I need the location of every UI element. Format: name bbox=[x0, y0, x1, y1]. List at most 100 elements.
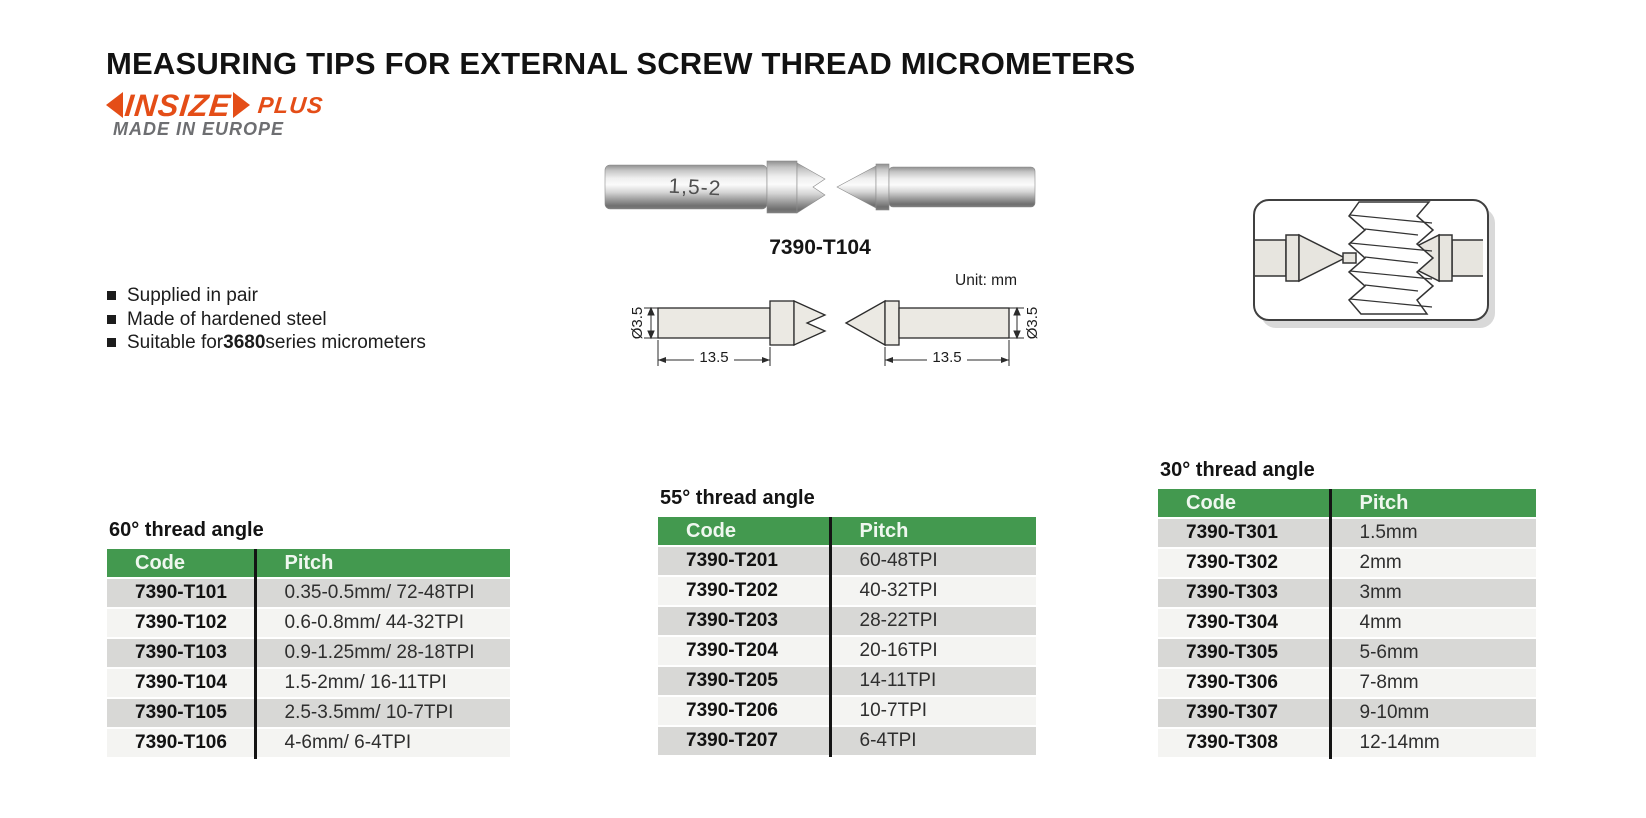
table-60deg: 60° thread angle Code Pitch 7390-T101 0.3… bbox=[107, 519, 510, 759]
code-cell: 7390-T202 bbox=[658, 576, 830, 607]
pitch-cell: 2.5-3.5mm/ 10-7TPI bbox=[253, 698, 510, 729]
table-row: 7390-T205 14-11TPI bbox=[658, 666, 1036, 697]
pitch-cell: 4-6mm/ 6-4TPI bbox=[253, 728, 510, 759]
diameter-dimension-left bbox=[644, 306, 658, 340]
code-cell: 7390-T103 bbox=[107, 638, 255, 669]
code-cell: 7390-T304 bbox=[1158, 608, 1330, 639]
pitch-cell: 12-14mm bbox=[1328, 728, 1536, 759]
table-header-row: Code Pitch bbox=[1158, 489, 1536, 519]
pitch-cell: 14-11TPI bbox=[828, 666, 1036, 697]
code-cell: 7390-T205 bbox=[658, 666, 830, 697]
pitch-cell: 60-48TPI bbox=[828, 546, 1036, 577]
arrow-left-icon bbox=[106, 92, 123, 118]
pitch-cell: 40-32TPI bbox=[828, 576, 1036, 607]
table-row: 7390-T106 4-6mm/ 6-4TPI bbox=[107, 728, 510, 759]
pitch-cell: 5-6mm bbox=[1328, 638, 1536, 669]
product-photo: 1,5-2 bbox=[604, 160, 1036, 214]
model-number: 7390-T104 bbox=[769, 236, 871, 259]
table-row: 7390-T104 1.5-2mm/ 16-11TPI bbox=[107, 668, 510, 699]
pitch-cell: 1.5-2mm/ 16-11TPI bbox=[253, 668, 510, 699]
table-row: 7390-T105 2.5-3.5mm/ 10-7TPI bbox=[107, 698, 510, 729]
code-cell: 7390-T102 bbox=[107, 608, 255, 639]
diameter-label-left: Ø3.5 bbox=[629, 307, 646, 340]
code-cell: 7390-T104 bbox=[107, 668, 255, 699]
table-row: 7390-T304 4mm bbox=[1158, 608, 1536, 639]
column-header-code: Code bbox=[1158, 489, 1330, 519]
pitch-cell: 0.9-1.25mm/ 28-18TPI bbox=[253, 638, 510, 669]
length-label-right: 13.5 bbox=[932, 349, 961, 366]
table-header-row: Code Pitch bbox=[658, 517, 1036, 547]
square-bullet-icon bbox=[107, 338, 116, 348]
pitch-cell: 0.35-0.5mm/ 72-48TPI bbox=[253, 578, 510, 609]
brand-tagline: MADE IN EUROPE bbox=[113, 119, 285, 139]
table-header-row: Code Pitch bbox=[107, 549, 510, 579]
table-row: 7390-T206 10-7TPI bbox=[658, 696, 1036, 727]
table-row: 7390-T301 1.5mm bbox=[1158, 518, 1536, 549]
table-title: 30° thread angle bbox=[1160, 459, 1315, 481]
brand-logo: INSIZE PLUS bbox=[106, 87, 325, 123]
feature-item: Suitable for 3680 series micrometers bbox=[107, 331, 426, 355]
pitch-cell: 2mm bbox=[1328, 548, 1536, 579]
code-cell: 7390-T206 bbox=[658, 696, 830, 727]
table-title: 60° thread angle bbox=[109, 519, 264, 541]
table-row: 7390-T101 0.35-0.5mm/ 72-48TPI bbox=[107, 578, 510, 609]
table-row: 7390-T103 0.9-1.25mm/ 28-18TPI bbox=[107, 638, 510, 669]
left-cone-tip bbox=[1255, 233, 1357, 283]
pitch-cell: 10-7TPI bbox=[828, 696, 1036, 727]
table-row: 7390-T302 2mm bbox=[1158, 548, 1536, 579]
application-illustration bbox=[1253, 199, 1489, 321]
code-cell: 7390-T302 bbox=[1158, 548, 1330, 579]
column-header-code: Code bbox=[107, 549, 255, 579]
table-row: 7390-T207 6-4TPI bbox=[658, 726, 1036, 757]
feature-list: Supplied in pair Made of hardened steel … bbox=[107, 284, 426, 355]
pitch-cell: 28-22TPI bbox=[828, 606, 1036, 637]
square-bullet-icon bbox=[107, 291, 116, 301]
screw-thread-graphic bbox=[1347, 201, 1435, 315]
table-row: 7390-T307 9-10mm bbox=[1158, 698, 1536, 729]
left-measuring-tip-photo: 1,5-2 bbox=[604, 160, 826, 214]
pitch-cell: 3mm bbox=[1328, 578, 1536, 609]
feature-item: Supplied in pair bbox=[107, 284, 426, 308]
code-cell: 7390-T308 bbox=[1158, 728, 1330, 759]
table-row: 7390-T308 12-14mm bbox=[1158, 728, 1536, 759]
code-cell: 7390-T101 bbox=[107, 578, 255, 609]
feature-item: Made of hardened steel bbox=[107, 308, 426, 332]
code-cell: 7390-T307 bbox=[1158, 698, 1330, 729]
diameter-dimension-right bbox=[1009, 306, 1024, 340]
code-cell: 7390-T303 bbox=[1158, 578, 1330, 609]
pitch-cell: 1.5mm bbox=[1328, 518, 1536, 549]
table-row: 7390-T204 20-16TPI bbox=[658, 636, 1036, 667]
code-cell: 7390-T306 bbox=[1158, 668, 1330, 699]
right-tip-drawing bbox=[844, 299, 1010, 347]
column-header-pitch: Pitch bbox=[828, 517, 1036, 547]
code-cell: 7390-T203 bbox=[658, 606, 830, 637]
pitch-cell: 9-10mm bbox=[1328, 698, 1536, 729]
length-label-left: 13.5 bbox=[699, 349, 728, 366]
technical-drawing: Ø3.5 Ø3.5 13.5 13.5 bbox=[629, 299, 1041, 366]
code-cell: 7390-T207 bbox=[658, 726, 830, 757]
diameter-label-right: Ø3.5 bbox=[1024, 307, 1041, 340]
brand-plus: PLUS bbox=[256, 91, 325, 118]
code-cell: 7390-T301 bbox=[1158, 518, 1330, 549]
code-cell: 7390-T105 bbox=[107, 698, 255, 729]
code-cell: 7390-T204 bbox=[658, 636, 830, 667]
table-row: 7390-T306 7-8mm bbox=[1158, 668, 1536, 699]
square-bullet-icon bbox=[107, 314, 116, 324]
column-header-pitch: Pitch bbox=[1328, 489, 1536, 519]
pitch-cell: 7-8mm bbox=[1328, 668, 1536, 699]
pitch-cell: 6-4TPI bbox=[828, 726, 1036, 757]
column-header-code: Code bbox=[658, 517, 830, 547]
code-cell: 7390-T201 bbox=[658, 546, 830, 577]
pitch-cell: 20-16TPI bbox=[828, 636, 1036, 667]
code-cell: 7390-T305 bbox=[1158, 638, 1330, 669]
table-30deg: 30° thread angle Code Pitch 7390-T301 1.5… bbox=[1158, 459, 1536, 759]
tip-marking: 1,5-2 bbox=[668, 175, 722, 201]
right-measuring-tip-photo bbox=[836, 163, 1036, 211]
brand-name: INSIZE bbox=[123, 87, 233, 123]
unit-note: Unit: mm bbox=[955, 272, 1017, 289]
table-row: 7390-T303 3mm bbox=[1158, 578, 1536, 609]
left-tip-drawing bbox=[657, 299, 827, 347]
table-title: 55° thread angle bbox=[660, 487, 815, 509]
table-row: 7390-T102 0.6-0.8mm/ 44-32TPI bbox=[107, 608, 510, 639]
